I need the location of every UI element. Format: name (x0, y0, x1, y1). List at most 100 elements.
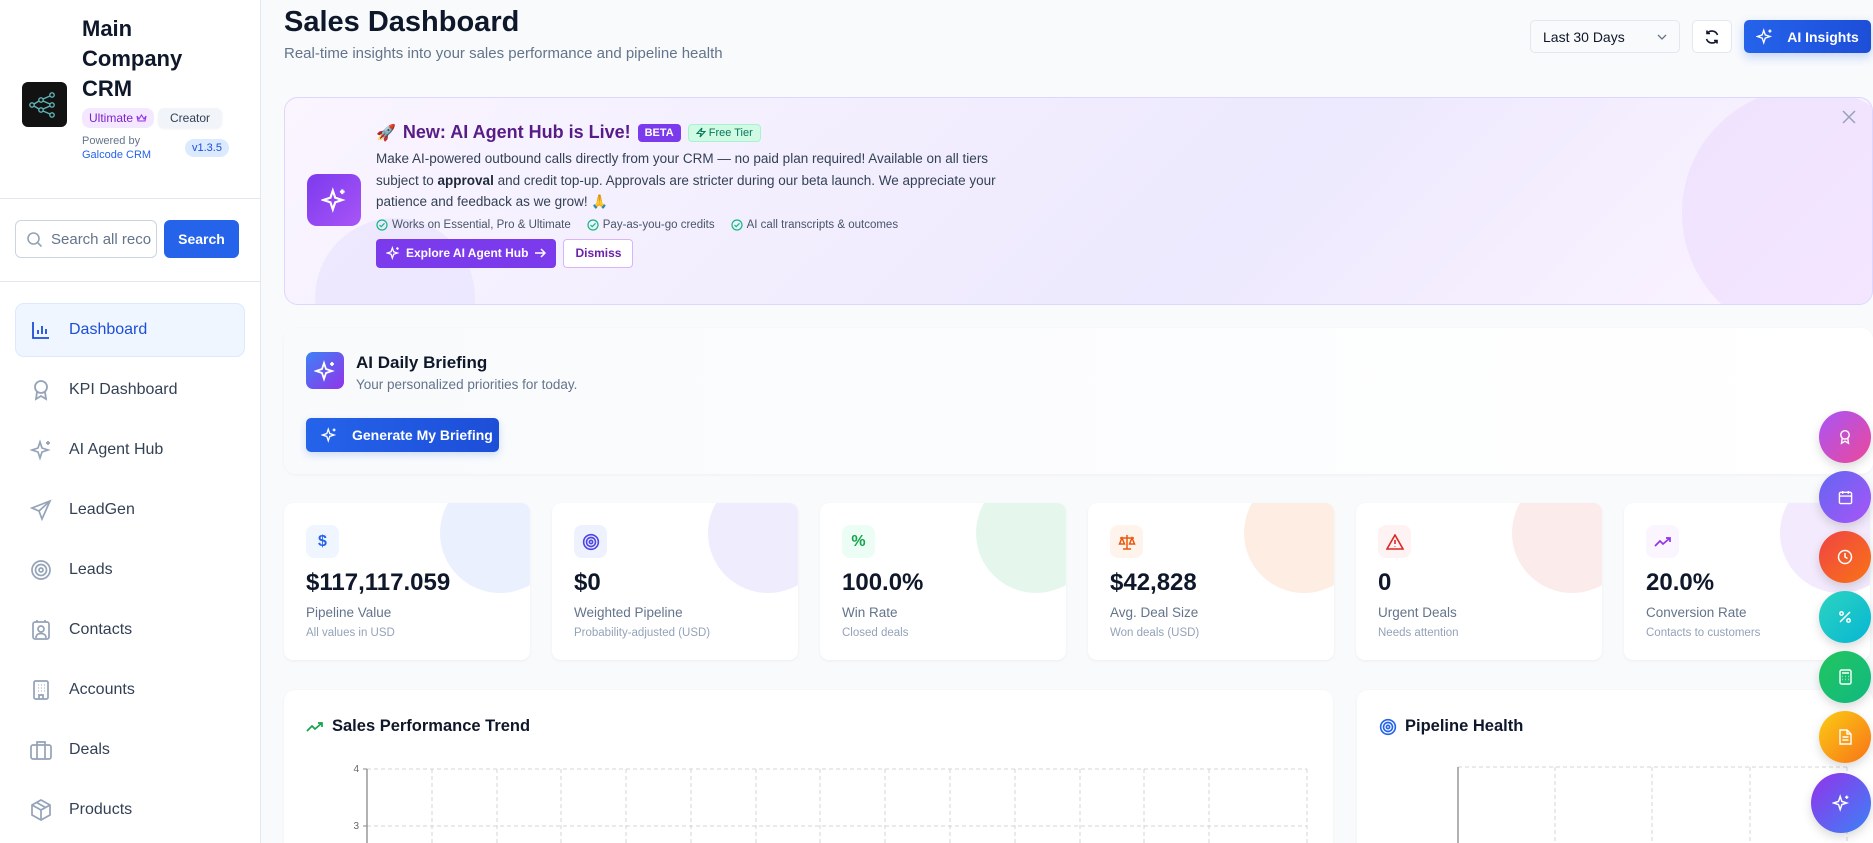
chart-title: Sales Performance Trend (332, 717, 531, 735)
kpi-value: $42,828 (1110, 569, 1197, 596)
ai-daily-briefing: AI Daily Briefing Your personalized prio… (284, 328, 1873, 474)
announcement-icon (307, 174, 361, 226)
award-icon (1840, 430, 1850, 445)
fab-kpi-button[interactable] (1819, 411, 1871, 463)
fab-percent-button[interactable] (1819, 591, 1871, 643)
fab-ai-assistant-button[interactable] (1811, 773, 1871, 833)
generate-briefing-label: Generate My Briefing (352, 427, 493, 443)
kpi-cards: $ $117,117.059 Pipeline Value All values… (284, 503, 1870, 660)
powered-by-link[interactable]: Galcode CRM (82, 149, 152, 161)
sparkles-icon (314, 359, 335, 382)
explore-label: Explore AI Agent Hub (406, 246, 529, 260)
kpi-label: Avg. Deal Size (1110, 605, 1199, 620)
target-icon (574, 525, 607, 558)
kpi-value: $117,117.059 (306, 569, 451, 596)
explore-ai-agent-hub-button[interactable]: Explore AI Agent Hub (376, 238, 557, 268)
sparkles-icon (321, 187, 346, 213)
ai-insights-button[interactable]: AI Insights (1744, 20, 1871, 53)
sidebar-item-leads[interactable]: Leads (15, 543, 245, 597)
send-icon (30, 499, 52, 521)
calculator-icon (1838, 669, 1852, 685)
sidebar-item-kpi-dashboard[interactable]: KPI Dashboard (15, 363, 245, 417)
percent-icon (1839, 611, 1851, 623)
sidebar-item-label: KPI Dashboard (69, 381, 178, 398)
brand-block: Main Company CRM Ultimate Creator Powere… (0, 0, 260, 199)
sidebar-item-deals[interactable]: Deals (15, 723, 245, 777)
floating-action-buttons (1811, 411, 1871, 833)
announcement-banner: 🚀 New: AI Agent Hub is Live! BETA Free T… (284, 97, 1873, 305)
fab-clock-button[interactable] (1819, 531, 1871, 583)
sidebar-item-contacts[interactable]: Contacts (15, 603, 245, 657)
check-circle-icon (587, 218, 599, 231)
sidebar-item-leadgen[interactable]: LeadGen (15, 483, 245, 537)
search-button[interactable]: Search (164, 220, 239, 258)
company-logo[interactable] (22, 82, 67, 127)
award-icon (30, 379, 52, 401)
kpi-sub: Probability-adjusted (USD) (574, 627, 711, 639)
rocket-icon: 🚀 (376, 124, 396, 142)
briefing-icon (306, 352, 344, 389)
search-field[interactable] (15, 220, 157, 258)
arrow-right-icon (535, 248, 547, 258)
sidebar-item-label: Deals (69, 741, 110, 758)
y-tick-4: 4 (353, 764, 359, 775)
network-icon (28, 91, 55, 118)
generate-briefing-button[interactable]: Generate My Briefing (306, 418, 499, 452)
role-badge: Creator (158, 108, 223, 128)
clock-icon (1837, 549, 1853, 565)
date-range-select[interactable]: Last 30 Days (1530, 20, 1680, 53)
kpi-value: $0 (574, 569, 601, 596)
close-banner-button[interactable] (1840, 108, 1858, 126)
date-range-value: Last 30 Days (1543, 28, 1625, 45)
sidebar-item-accounts[interactable]: Accounts (15, 663, 245, 717)
fab-calendar-button[interactable] (1819, 471, 1871, 523)
sparkles-icon (30, 439, 52, 461)
sidebar-item-label: Products (69, 801, 133, 818)
dismiss-button[interactable]: Dismiss (563, 238, 634, 268)
decorative-circle (1682, 98, 1872, 304)
feature-item: AI call transcripts & outcomes (731, 219, 898, 231)
fab-document-button[interactable] (1819, 711, 1871, 763)
sidebar-item-products[interactable]: Products (15, 783, 245, 837)
building-icon (30, 679, 52, 701)
feature-list: Works on Essential, Pro & Ultimate Pay-a… (376, 219, 996, 231)
alert-triangle-icon (1378, 525, 1411, 558)
y-tick-3: 3 (353, 821, 359, 832)
kpi-sub: All values in USD (306, 627, 395, 639)
kpi-card-avg-deal-size[interactable]: $42,828 Avg. Deal Size Won deals (USD) (1088, 503, 1334, 660)
briefing-subtitle: Your personalized priorities for today. (356, 377, 578, 392)
kpi-card-pipeline-value[interactable]: $ $117,117.059 Pipeline Value All values… (284, 503, 530, 660)
global-search: Search (0, 199, 260, 282)
kpi-label: Urgent Deals (1378, 605, 1457, 620)
refresh-icon (1705, 29, 1719, 44)
decorative-circle (976, 503, 1066, 593)
powered-by-label: Powered by (82, 135, 141, 147)
kpi-label: Pipeline Value (306, 605, 392, 620)
kpi-card-win-rate[interactable]: % 100.0% Win Rate Closed deals (820, 503, 1066, 660)
kpi-label: Conversion Rate (1646, 605, 1747, 620)
ai-insights-label: AI Insights (1787, 28, 1859, 45)
sidebar-nav: Dashboard KPI Dashboard AI Agent Hub Lea… (0, 282, 260, 837)
sidebar-item-dashboard[interactable]: Dashboard (15, 303, 245, 357)
target-icon (1379, 718, 1397, 735)
beta-badge: BETA (637, 123, 681, 142)
kpi-value: 20.0% (1646, 569, 1715, 596)
search-input[interactable] (51, 230, 151, 248)
kpi-card-urgent-deals[interactable]: 0 Urgent Deals Needs attention (1356, 503, 1602, 660)
refresh-button[interactable] (1692, 20, 1732, 53)
sparkles-icon (1832, 794, 1850, 812)
sidebar-item-label: Dashboard (69, 321, 148, 338)
sparkles-icon (386, 246, 400, 260)
plan-badge: Ultimate (82, 108, 155, 128)
chart-title: Pipeline Health (1405, 717, 1524, 735)
fab-calculator-button[interactable] (1819, 651, 1871, 703)
page-title: Sales Dashboard (284, 6, 520, 38)
kpi-card-weighted-pipeline[interactable]: $0 Weighted Pipeline Probability-adjuste… (552, 503, 798, 660)
kpi-label: Weighted Pipeline (574, 605, 683, 620)
decorative-circle (708, 503, 798, 593)
feature-item: Works on Essential, Pro & Ultimate (376, 219, 571, 231)
kpi-value: 0 (1378, 569, 1392, 596)
sidebar-item-ai-agent-hub[interactable]: AI Agent Hub (15, 423, 245, 477)
pipeline-chart-plot (1457, 766, 1848, 843)
sidebar-item-label: Accounts (69, 681, 135, 698)
